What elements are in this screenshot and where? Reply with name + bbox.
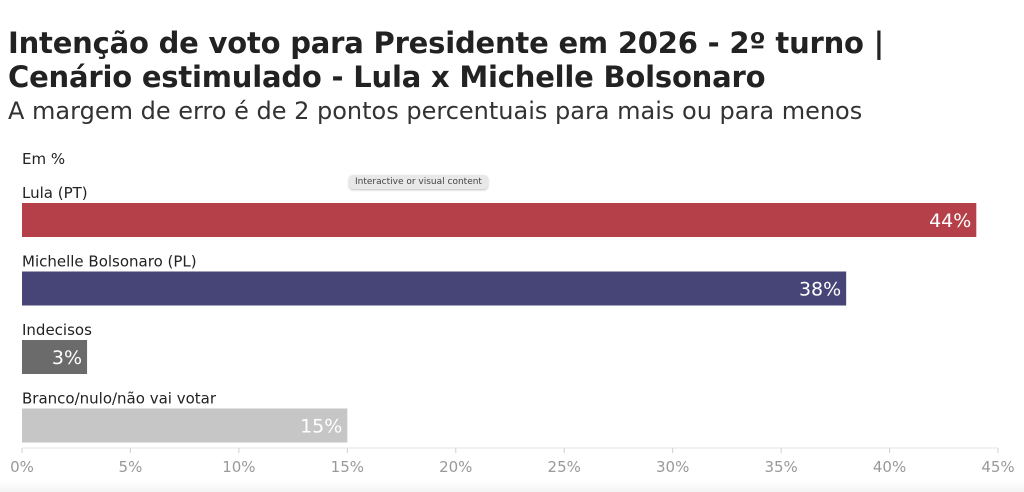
chart-title-line-2: Cenário estimulado - Lula x Michelle Bol… [8, 60, 766, 94]
x-tick-label: 40% [873, 458, 906, 476]
data-label-michelle-bolsonaro-pl: 38% [799, 279, 841, 301]
category-label-indecisos: Indecisos [22, 321, 92, 339]
unit-label: Em % [22, 150, 66, 168]
bar-branco-nulo-nao-vai-votar[interactable] [22, 408, 348, 443]
x-tick-label: 30% [656, 458, 689, 476]
chart-title-line-1: Intenção de voto para Presidente em 2026… [8, 26, 885, 60]
x-tick-label: 10% [222, 458, 255, 476]
x-tick-label: 0% [10, 458, 34, 476]
x-tick-label: 25% [548, 458, 581, 476]
x-tick-label: 45% [981, 458, 1014, 476]
data-label-lula-pt: 44% [929, 210, 971, 232]
bar-lula-pt[interactable] [22, 203, 977, 237]
chart-subtitle: A margem de erro é de 2 pontos percentua… [8, 97, 863, 125]
bar-indecisos[interactable] [22, 340, 88, 374]
bottom-edge [0, 480, 1024, 492]
x-tick-label: 20% [439, 458, 472, 476]
visual-content-tooltip: Interactive or visual content [349, 175, 488, 189]
x-tick-label: 15% [331, 458, 364, 476]
x-tick-label: 35% [764, 458, 797, 476]
category-label-michelle-bolsonaro-pl: Michelle Bolsonaro (PL) [22, 253, 197, 271]
category-label-branco-nulo-nao-vai-votar: Branco/nulo/não vai votar [22, 390, 217, 408]
category-label-lula-pt: Lula (PT) [22, 184, 88, 202]
x-tick-label: 5% [119, 458, 143, 476]
bar-michelle-bolsonaro-pl[interactable] [22, 271, 847, 306]
chart-title: Intenção de voto para Presidente em 2026… [8, 26, 1008, 94]
data-label-branco-nulo-nao-vai-votar: 15% [300, 416, 342, 438]
data-label-indecisos: 3% [52, 347, 82, 369]
